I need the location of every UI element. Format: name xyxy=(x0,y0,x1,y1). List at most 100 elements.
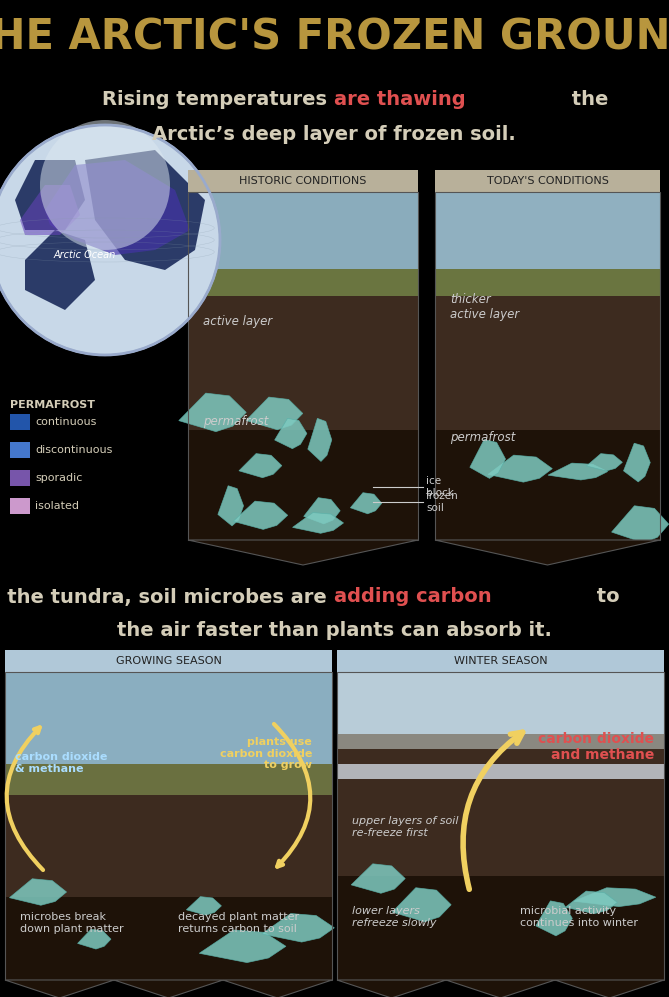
Circle shape xyxy=(0,125,220,355)
Text: permafrost: permafrost xyxy=(203,416,268,429)
Text: carbon dioxide
& methane: carbon dioxide & methane xyxy=(15,752,108,774)
Polygon shape xyxy=(85,150,205,270)
Text: TODAY'S CONDITIONS: TODAY'S CONDITIONS xyxy=(486,176,608,186)
Polygon shape xyxy=(199,930,286,962)
Bar xyxy=(10,442,30,458)
Polygon shape xyxy=(5,980,114,997)
Text: Rising temperatures: Rising temperatures xyxy=(102,91,334,110)
Text: WINTER SEASON: WINTER SEASON xyxy=(454,656,547,666)
Polygon shape xyxy=(45,160,190,255)
Polygon shape xyxy=(262,913,334,942)
Bar xyxy=(435,296,660,431)
Text: decayed plant matter
returns carbon to soil: decayed plant matter returns carbon to s… xyxy=(178,912,299,933)
Polygon shape xyxy=(292,512,343,533)
Bar xyxy=(188,431,418,540)
Text: continuous: continuous xyxy=(35,417,96,427)
Text: Arctic Ocean: Arctic Ocean xyxy=(54,250,116,260)
Polygon shape xyxy=(308,419,332,462)
Polygon shape xyxy=(304,498,340,523)
Polygon shape xyxy=(624,444,650,482)
Bar xyxy=(5,672,332,765)
Text: to: to xyxy=(590,587,619,606)
Text: carbon dioxide
and methane: carbon dioxide and methane xyxy=(538,732,654,762)
Polygon shape xyxy=(275,419,307,449)
Polygon shape xyxy=(246,397,303,430)
Bar xyxy=(5,897,332,980)
Bar xyxy=(5,650,332,672)
Bar xyxy=(5,765,332,796)
Polygon shape xyxy=(223,980,332,997)
Bar xyxy=(5,796,332,897)
Text: sporadic: sporadic xyxy=(35,473,82,483)
Text: thicker
active layer: thicker active layer xyxy=(450,293,519,321)
Text: GROWING SEASON: GROWING SEASON xyxy=(116,656,221,666)
Bar xyxy=(435,431,660,540)
Bar xyxy=(10,498,30,514)
Polygon shape xyxy=(351,863,405,893)
Text: upper layers of soil
re-freeze first: upper layers of soil re-freeze first xyxy=(352,817,458,837)
Polygon shape xyxy=(555,980,664,997)
Text: the air faster than plants can absorb it.: the air faster than plants can absorb it… xyxy=(116,620,551,639)
Bar xyxy=(5,672,332,980)
Polygon shape xyxy=(15,160,85,230)
Text: On the tundra, soil microbes are: On the tundra, soil microbes are xyxy=(0,587,334,606)
Polygon shape xyxy=(611,505,669,542)
Text: plants use
carbon dioxide
to grow: plants use carbon dioxide to grow xyxy=(219,737,312,771)
Bar xyxy=(337,749,664,876)
Polygon shape xyxy=(446,980,555,997)
Bar xyxy=(188,192,418,540)
Text: the: the xyxy=(565,91,608,110)
Polygon shape xyxy=(179,393,246,432)
Polygon shape xyxy=(20,185,80,235)
Bar xyxy=(337,650,664,672)
Polygon shape xyxy=(188,540,418,565)
Bar xyxy=(188,268,418,296)
Polygon shape xyxy=(565,891,617,913)
Polygon shape xyxy=(233,501,288,529)
Text: THE ARCTIC'S FROZEN GROUND: THE ARCTIC'S FROZEN GROUND xyxy=(0,17,669,59)
Text: adding carbon: adding carbon xyxy=(334,587,492,606)
Circle shape xyxy=(40,120,170,250)
Text: Arctic’s deep layer of frozen soil.: Arctic’s deep layer of frozen soil. xyxy=(152,126,516,145)
Polygon shape xyxy=(574,887,656,906)
Text: lower layers
refreeze slowly: lower layers refreeze slowly xyxy=(352,906,436,928)
Text: HISTORIC CONDITIONS: HISTORIC CONDITIONS xyxy=(240,176,367,186)
Text: permafrost: permafrost xyxy=(450,431,515,444)
Text: frozen
soil: frozen soil xyxy=(426,492,459,512)
Bar xyxy=(337,734,664,749)
Polygon shape xyxy=(114,980,223,997)
Polygon shape xyxy=(435,540,660,565)
Polygon shape xyxy=(25,230,95,310)
Text: active layer: active layer xyxy=(203,315,272,328)
Polygon shape xyxy=(470,440,506,479)
Polygon shape xyxy=(337,980,446,997)
Bar xyxy=(337,672,664,980)
Polygon shape xyxy=(536,901,572,936)
Text: PERMAFROST: PERMAFROST xyxy=(10,400,95,410)
Text: are thawing: are thawing xyxy=(334,91,466,110)
Bar xyxy=(10,470,30,486)
Bar xyxy=(188,192,418,268)
Polygon shape xyxy=(351,493,382,513)
Polygon shape xyxy=(587,454,622,471)
Polygon shape xyxy=(239,454,282,478)
Polygon shape xyxy=(488,456,553,483)
Text: isolated: isolated xyxy=(35,501,79,511)
Bar xyxy=(337,672,664,734)
Bar xyxy=(188,296,418,431)
Polygon shape xyxy=(78,929,111,949)
Polygon shape xyxy=(187,896,221,915)
Bar xyxy=(337,765,664,780)
Bar xyxy=(435,192,660,268)
Polygon shape xyxy=(548,464,607,480)
Text: microbes break
down plant matter: microbes break down plant matter xyxy=(20,912,124,933)
Bar xyxy=(435,170,660,192)
Bar xyxy=(188,170,418,192)
Bar xyxy=(435,192,660,540)
Bar xyxy=(337,876,664,980)
Bar xyxy=(435,268,660,296)
Polygon shape xyxy=(392,887,451,922)
Text: discontinuous: discontinuous xyxy=(35,445,112,455)
Polygon shape xyxy=(9,878,66,905)
Text: microbial activity
continues into winter: microbial activity continues into winter xyxy=(520,906,638,928)
